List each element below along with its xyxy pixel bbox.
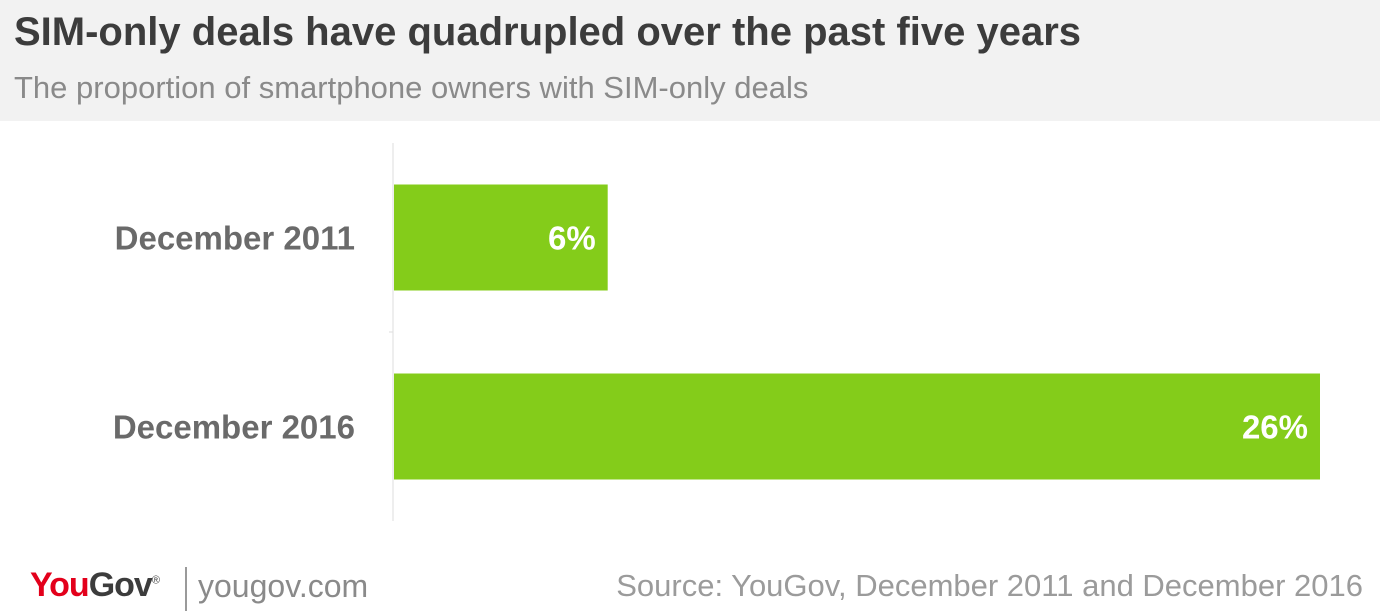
chart-title: SIM-only deals have quadrupled over the … [14, 10, 1082, 54]
logo-registered-mark: ® [151, 574, 160, 587]
footer-source: Source: YouGov, December 2011 and Decemb… [616, 568, 1363, 603]
bar-value-label: 26% [1242, 409, 1308, 446]
logo-divider [185, 567, 187, 611]
footer-site: yougov.com [198, 568, 369, 604]
category-label: December 2016 [113, 409, 355, 446]
bar [394, 373, 1320, 480]
header-band: SIM-only deals have quadrupled over the … [0, 0, 1380, 121]
logo-you: You [30, 566, 90, 604]
category-label: December 2011 [115, 220, 355, 257]
bar-chart: December 2011 6% December 2016 26% [113, 143, 1320, 521]
chart-subtitle: The proportion of smartphone owners with… [14, 70, 809, 105]
logo-gov: Gov [88, 566, 153, 604]
bar [394, 184, 608, 291]
yougov-logo: YouGov® [30, 566, 160, 605]
bar-value-label: 6% [548, 220, 596, 257]
